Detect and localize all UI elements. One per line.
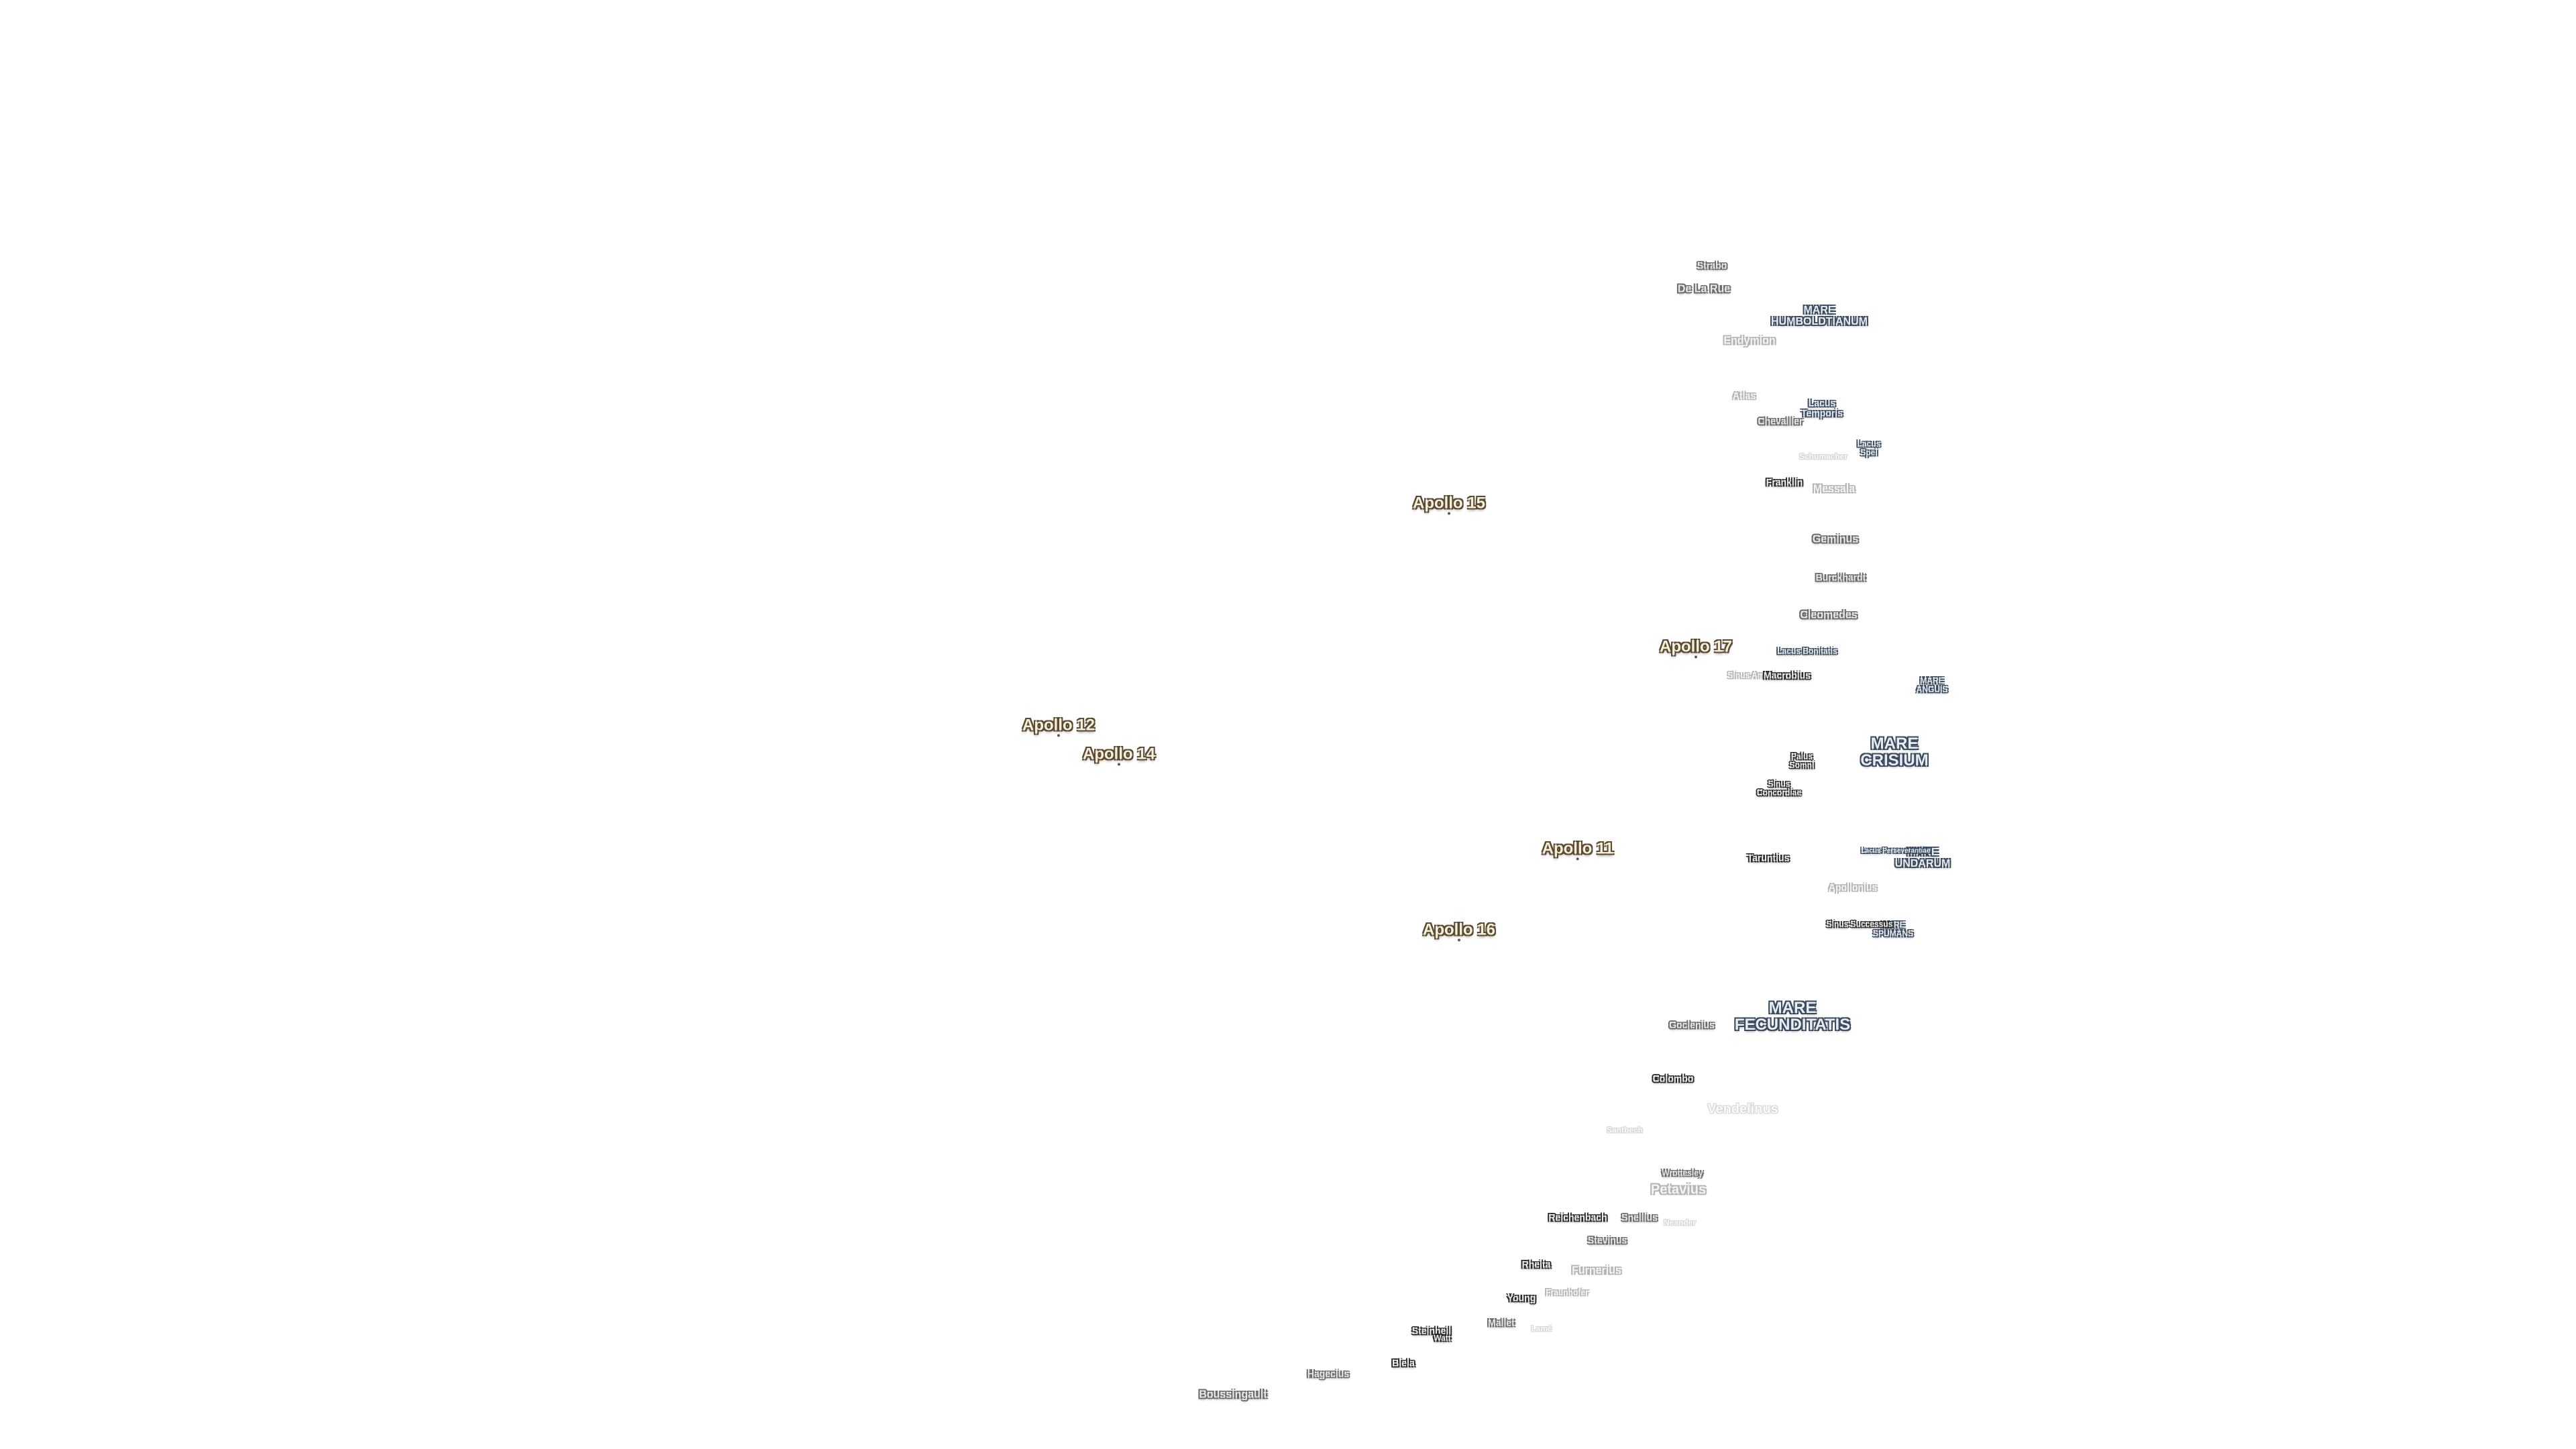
crater-vendelinus-label[interactable]: Vendelinus (1707, 1102, 1778, 1117)
crater-wrottesley-label[interactable]: Wrottesley (1662, 1168, 1703, 1178)
crater-steinheil-label[interactable]: Steinheil (1411, 1325, 1452, 1336)
crater-chevallier-label[interactable]: Chevallier (1758, 415, 1803, 427)
apollo-11-label[interactable]: Apollo 11 (1542, 839, 1614, 861)
crater-fraunhofer-label[interactable]: Fraunhofer (1546, 1287, 1589, 1297)
apollo-11-text: Apollo 11 (1542, 839, 1614, 858)
apollo-17-marker (1694, 655, 1697, 659)
apollo-17-label[interactable]: Apollo 17 (1659, 637, 1733, 659)
crater-endymion-label[interactable]: Endymion (1723, 335, 1776, 347)
mare-anguis-label[interactable]: MARE ANGUIS (1916, 676, 1948, 694)
crater-taruntius-label[interactable]: Taruntius (1747, 852, 1790, 863)
apollo-17-text: Apollo 17 (1659, 637, 1733, 656)
lacus-temporis-label[interactable]: Lacus Temporis (1801, 397, 1843, 418)
crater-colombo-label[interactable]: Colombo (1652, 1073, 1694, 1084)
apollo-12-marker (1057, 734, 1060, 737)
lacus-perseverantiae-label[interactable]: Lacus Perseverantiae (1861, 847, 1931, 855)
mare-humboldtianum-label[interactable]: MARE HUMBOLDTIANUM (1771, 305, 1868, 327)
crater-atlas-label[interactable]: Atlas (1732, 390, 1756, 401)
apollo-12-text: Apollo 12 (1022, 716, 1095, 735)
crater-schumacher-label[interactable]: Schumacher (1799, 451, 1848, 462)
mare-fecunditatis-label[interactable]: MARE FECUNDITATIS (1734, 998, 1851, 1034)
sinus-concordiae-label[interactable]: Sinus Concordiae (1756, 779, 1801, 797)
crater-rheita-label[interactable]: Rheita (1521, 1258, 1551, 1270)
mare-spumans-label[interactable]: MARE SPUMANS (1872, 920, 1913, 938)
crater-franklin-label[interactable]: Franklin (1766, 476, 1803, 488)
crater-hagecius-label[interactable]: Hagecius (1307, 1368, 1350, 1379)
apollo-14-text: Apollo 14 (1082, 745, 1156, 763)
mare-undarum-label[interactable]: MARE UNDARUM (1894, 847, 1951, 869)
crater-burckhardt-label[interactable]: Burckhardt (1815, 572, 1866, 583)
crater-stevinus-label[interactable]: Stevinus (1587, 1234, 1627, 1246)
sinus-successus-label[interactable]: Sinus Successus (1826, 919, 1893, 929)
crater-petavius-label[interactable]: Petavius (1650, 1182, 1707, 1197)
crater-lame-label[interactable]: Lamé (1531, 1324, 1552, 1334)
apollo-15-marker (1447, 512, 1450, 515)
crater-de-la-rue-label[interactable]: De La Rue (1677, 283, 1731, 295)
lacus-bonitatis-label[interactable]: Lacus Bonitatis (1777, 646, 1837, 656)
crater-watt-label[interactable]: Watt (1434, 1333, 1451, 1343)
crater-geminus-label[interactable]: Geminus (1812, 533, 1859, 545)
crater-cleomedes-label[interactable]: Cleomedes (1800, 609, 1858, 621)
apollo-16-label[interactable]: Apollo 16 (1422, 920, 1496, 942)
mare-crisium-label[interactable]: MARE CRISIUM (1860, 734, 1929, 769)
crater-goclenius-label[interactable]: Goclenius (1669, 1019, 1715, 1030)
palus-somni-label[interactable]: Palus Somni (1789, 751, 1815, 769)
apollo-15-label[interactable]: Apollo 15 (1412, 494, 1486, 515)
crater-snellius-label[interactable]: Snellius (1621, 1212, 1658, 1223)
crater-furnerius-label[interactable]: Furnerius (1572, 1265, 1621, 1277)
crater-boussingault-label[interactable]: Boussingault (1199, 1389, 1267, 1401)
apollo-16-text: Apollo 16 (1422, 920, 1496, 939)
crater-young-label[interactable]: Young (1507, 1292, 1536, 1303)
apollo-15-text: Apollo 15 (1412, 494, 1486, 513)
sinus-amoris-label[interactable]: Sinus Amoris (1727, 670, 1780, 680)
crater-apollonius-label[interactable]: Apollonius (1828, 881, 1878, 893)
crater-reichenbach-label[interactable]: Reichenbach (1548, 1212, 1607, 1223)
crater-neander-label[interactable]: Neander (1663, 1218, 1697, 1228)
crater-messala-label[interactable]: Messala (1813, 483, 1856, 495)
crater-mallet-label[interactable]: Mallet (1488, 1317, 1515, 1328)
apollo-12-label[interactable]: Apollo 12 (1022, 716, 1095, 737)
apollo-16-marker (1457, 938, 1460, 942)
apollo-14-label[interactable]: Apollo 14 (1082, 745, 1156, 766)
apollo-11-marker (1576, 857, 1579, 861)
lacus-spei-label[interactable]: Lacus Spei (1857, 439, 1881, 457)
apollo-14-marker (1117, 763, 1120, 766)
crater-biela-label[interactable]: Biela (1392, 1357, 1415, 1368)
crater-strabo-label[interactable]: Strabo (1697, 260, 1727, 271)
crater-santbech-label[interactable]: Santbech (1606, 1125, 1644, 1135)
crater-macrobius-label[interactable]: Macrobius (1763, 669, 1811, 681)
